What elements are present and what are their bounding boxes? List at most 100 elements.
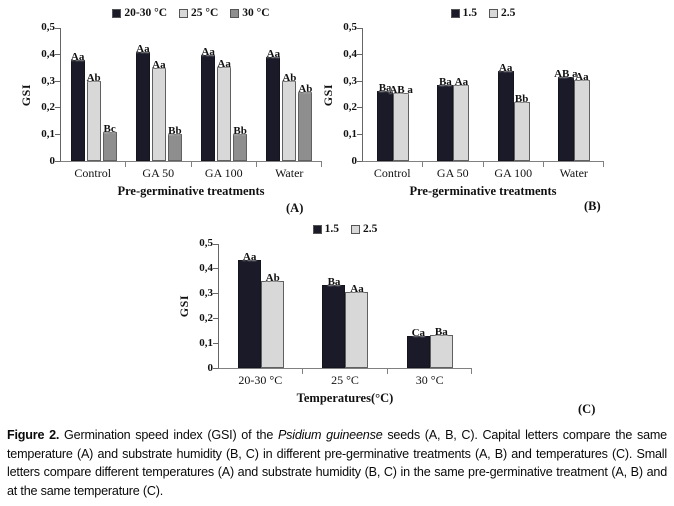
y-tick-label: 0,3: [343, 74, 357, 87]
legend-swatch-icon: [230, 8, 240, 18]
category-labels: Control GA 50 GA 100 Water: [60, 166, 322, 181]
chart-legend: 20-30 °C 25 °C 30 °C: [60, 7, 322, 19]
chart-body: GSI 0 0,1 0,2 0,3 0,4 0,5 Aa Ab Bc Aa Aa Bb Aa Aa Bb Aa A…: [18, 22, 323, 199]
figure-caption: Figure 2. Germination speed index (GSI) …: [7, 426, 667, 500]
legend-item: 1.5: [312, 223, 339, 235]
category-label: GA 100: [204, 166, 243, 180]
panel-letter-b: (B): [584, 199, 601, 213]
bar: Aa: [201, 46, 216, 161]
bar: AB a: [389, 84, 413, 161]
bar-value-label: AB a: [389, 84, 413, 97]
bar: Aa: [217, 58, 232, 161]
bar-value-label: AB a: [554, 68, 578, 81]
y-tick-label: 0: [351, 155, 358, 167]
category-label: GA 100: [494, 166, 533, 180]
bar: Ab: [298, 83, 312, 161]
bar: Aa: [70, 51, 85, 161]
category-label: Water: [275, 166, 304, 180]
bar: Bb: [233, 125, 248, 161]
legend-swatch-icon: [489, 8, 498, 18]
y-tick-mark: [213, 367, 218, 369]
y-tick-mark: [357, 160, 362, 162]
legend-label: 2.5: [501, 7, 516, 19]
caption-figure-label: Figure 2.: [7, 428, 60, 442]
category-labels: Control GA 50 GA 100 Water: [362, 166, 604, 181]
y-tick-mark: [213, 317, 218, 319]
bar-value-label: Ab: [86, 72, 101, 85]
y-tick-label: 0,5: [41, 21, 55, 33]
bar: Ab: [282, 72, 296, 161]
plot-column: Aa Ab Ba Aa Ca Ba 20-30 °C 25 °C 30 °C Temperatur…: [213, 243, 473, 406]
bar: Aa: [135, 43, 150, 161]
plot-area: Aa Ab Bc Aa Aa Bb Aa Aa Bb Aa Ab Ab: [55, 27, 323, 167]
legend-item: 25 °C: [179, 7, 218, 19]
bar-value-label: Bb: [233, 125, 247, 138]
bar-value-label: Bc: [103, 122, 116, 135]
caption-text-2: seeds (A, B, C). Capital letters compare…: [7, 428, 667, 498]
bar-value-label: Aa: [217, 57, 231, 70]
chart-panel-a: 20-30 °C 25 °C 30 °C GSI 0 0,1 0,2 0,3 0,4 0,5 Aa A…: [18, 5, 323, 199]
y-axis-title: GSI: [176, 295, 191, 318]
y-tick-label: 0,1: [343, 128, 357, 141]
category-label: GA 50: [142, 166, 175, 180]
bar: Aa: [151, 59, 166, 161]
bar-value-label: Aa: [152, 58, 166, 71]
bar-value-label: Ba: [327, 275, 341, 288]
bar-value-label: Ba: [378, 81, 392, 94]
caption-text-1: Germination speed index (GSI) of the: [59, 428, 278, 442]
category-label: 20-30 °C: [238, 373, 283, 387]
bar-value-label: Ab: [265, 272, 280, 285]
y-axis-ticks: 0 0,1 0,2 0,3 0,4 0,5: [336, 22, 362, 167]
bar: Aa: [453, 76, 470, 161]
panel-letter-a: (A): [286, 201, 304, 215]
y-tick-label: 0,5: [343, 21, 357, 33]
bar-value-label: Aa: [242, 251, 257, 264]
bar-value-label: Aa: [498, 61, 513, 74]
bar: Aa: [497, 62, 514, 161]
legend-label: 1.5: [324, 223, 339, 235]
y-tick-label: 0,2: [343, 101, 357, 114]
y-tick-label: 0,4: [41, 47, 55, 60]
legend-label: 2.5: [363, 223, 378, 235]
y-tick-mark: [357, 80, 362, 82]
y-tick-mark: [213, 293, 218, 295]
y-axis-ticks: 0 0,1 0,2 0,3 0,4 0,5: [34, 22, 60, 167]
y-axis-title: GSI: [320, 83, 335, 107]
bar-value-label: Aa: [266, 48, 281, 61]
y-tick-mark: [55, 27, 60, 29]
y-tick-label: 0: [207, 362, 214, 374]
panel-letter-c: (C): [578, 402, 596, 416]
chart-legend: 1.5 2.5: [218, 223, 472, 235]
y-tick-mark: [55, 54, 60, 56]
legend-item: 30 °C: [230, 7, 270, 19]
bar-group: Aa Ab Ab: [257, 28, 323, 167]
bar: Aa: [266, 48, 281, 161]
bar: Ba: [437, 76, 454, 161]
bar: Ba: [429, 326, 453, 368]
plot-area: Aa Ab Ba Aa Ca Ba: [213, 243, 473, 374]
bar-value-label: Ab: [298, 82, 313, 95]
y-tick-label: 0,2: [199, 312, 213, 324]
bar-value-label: Aa: [350, 283, 364, 296]
y-tick-mark: [213, 243, 218, 245]
category-label: 30 °C: [415, 373, 444, 387]
bar-value-label: Bb: [514, 93, 529, 106]
legend-swatch-icon: [450, 8, 460, 18]
bar: Aa: [238, 251, 262, 368]
plot-area: Ba AB a Ba Aa Aa Bb AB a Aa: [357, 27, 605, 167]
chart-panel-b: 1.5 2.5 GSI 0 0,1 0,2 0,3 0,4 0,5 Ba AB a Ba Aa Aa Bb A…: [320, 5, 605, 199]
y-tick-label: 0,4: [199, 262, 213, 274]
bar-group: AB a Aa: [544, 28, 605, 167]
y-tick-label: 0,3: [199, 287, 213, 299]
y-tick-mark: [213, 268, 218, 270]
bar: Bb: [167, 125, 182, 161]
bar: Aa: [345, 283, 369, 368]
legend-swatch-icon: [351, 224, 360, 234]
bar-group: Aa Ab Bc: [61, 28, 127, 167]
y-tick-mark: [55, 80, 60, 82]
y-axis-title-col: GSI: [320, 28, 336, 162]
y-tick-mark: [357, 133, 362, 135]
y-tick-label: 0: [49, 155, 56, 167]
y-tick-label: 0,1: [41, 128, 55, 141]
chart-body: GSI 0 0,1 0,2 0,3 0,4 0,5 Ba AB a Ba Aa Aa Bb AB a Aa C…: [320, 22, 605, 199]
